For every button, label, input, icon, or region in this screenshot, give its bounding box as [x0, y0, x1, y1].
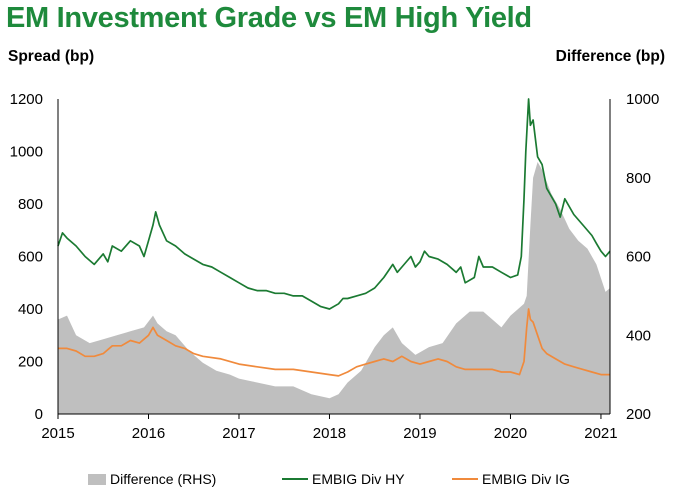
x-tick-label: 2015	[41, 425, 74, 442]
y-tick-label: 400	[18, 301, 43, 318]
x-tick-label: 2020	[494, 425, 527, 442]
chart-svg: 0 200 400 600 800 1000 1200 200 400 600 800 1000 201…	[10, 91, 660, 442]
legend-swatch-hy	[282, 478, 308, 480]
x-tick-label: 2018	[313, 425, 346, 442]
x-tick-label: 2016	[132, 425, 165, 442]
legend-item-hy: EMBIG Div HY	[282, 471, 405, 487]
y2-tick-label: 800	[626, 170, 651, 187]
y2-tick-label: 200	[626, 406, 651, 423]
legend-swatch-ig	[452, 478, 478, 480]
y-tick-label: 600	[18, 249, 43, 266]
legend-label-hy: EMBIG Div HY	[312, 471, 405, 487]
series-ig-line	[58, 308, 610, 377]
legend-label-difference: Difference (RHS)	[110, 471, 217, 487]
x-tick-label: 2017	[222, 425, 255, 442]
legend-swatch-difference	[88, 473, 106, 485]
chart-title: EM Investment Grade vs EM High Yield	[6, 2, 532, 34]
series-hy-line	[57, 98, 611, 310]
y-tick-label: 200	[18, 354, 43, 371]
y-tick-label: 800	[18, 196, 43, 213]
legend-label-ig: EMBIG Div IG	[482, 471, 570, 487]
series-difference-area	[58, 162, 610, 414]
x-tick-label: 2021	[584, 425, 617, 442]
y2-tick-label: 400	[626, 327, 651, 344]
y2-tick-label: 600	[626, 249, 651, 266]
y2-tick-label: 1000	[626, 91, 659, 108]
legend-item-ig: EMBIG Div IG	[452, 471, 570, 487]
legend-item-difference: Difference (RHS)	[88, 471, 216, 487]
y2-axis-title: Difference (bp)	[555, 48, 665, 65]
y-tick-label: 1200	[10, 91, 43, 108]
x-tick-label: 2019	[403, 425, 436, 442]
y-tick-label: 1000	[10, 144, 43, 161]
y-axis-title: Spread (bp)	[8, 48, 95, 65]
y-tick-label: 0	[35, 406, 43, 423]
legend: Difference (RHS) EMBIG Div HY EMBIG Div …	[0, 471, 675, 491]
